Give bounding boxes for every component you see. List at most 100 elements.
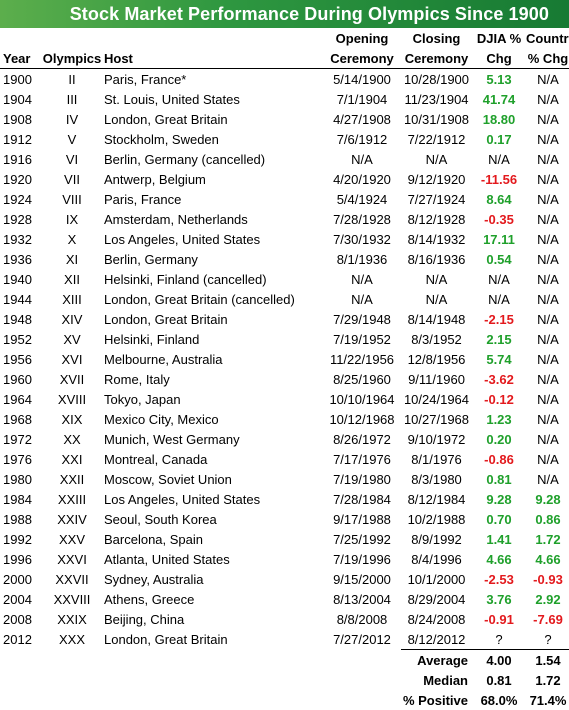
summary-label: Median [401, 670, 472, 690]
cell-olympics: XIV [41, 309, 103, 329]
cell-country-change: N/A [526, 389, 569, 409]
header-opening-top: Opening [323, 28, 401, 48]
cell-opening: N/A [323, 269, 401, 289]
cell-olympics: XXI [41, 449, 103, 469]
summary-djia: 0.81 [472, 670, 526, 690]
cell-host: Los Angeles, United States [103, 489, 323, 509]
cell-opening: 8/1/1936 [323, 249, 401, 269]
cell-olympics: XVII [41, 369, 103, 389]
cell-olympics: XIX [41, 409, 103, 429]
cell-djia-change: -0.12 [472, 389, 526, 409]
cell-year: 1908 [0, 109, 41, 129]
cell-olympics: XIII [41, 289, 103, 309]
cell-country-change: N/A [526, 369, 569, 389]
table-title: Stock Market Performance During Olympics… [0, 0, 569, 28]
cell-closing: 10/1/2000 [401, 569, 472, 589]
cell-country-change: N/A [526, 449, 569, 469]
cell-opening: 10/10/1964 [323, 389, 401, 409]
cell-closing: 9/12/1920 [401, 169, 472, 189]
cell-year: 1928 [0, 209, 41, 229]
cell-opening: 4/27/1908 [323, 109, 401, 129]
cell-olympics: XXVIII [41, 589, 103, 609]
cell-olympics: X [41, 229, 103, 249]
cell-closing: 8/24/2008 [401, 609, 472, 629]
cell-closing: 10/2/1988 [401, 509, 472, 529]
cell-year: 1920 [0, 169, 41, 189]
cell-year: 1900 [0, 69, 41, 90]
cell-host: Seoul, South Korea [103, 509, 323, 529]
cell-year: 1924 [0, 189, 41, 209]
header-year: Year [0, 48, 41, 69]
cell-opening: 8/8/2008 [323, 609, 401, 629]
cell-djia-change: 9.28 [472, 489, 526, 509]
header-olympics-top [41, 28, 103, 48]
cell-host: Melbourne, Australia [103, 349, 323, 369]
cell-year: 2008 [0, 609, 41, 629]
cell-olympics: XI [41, 249, 103, 269]
cell-host: Beijing, China [103, 609, 323, 629]
cell-country-change: N/A [526, 189, 569, 209]
cell-djia-change: ? [472, 629, 526, 650]
cell-opening: 4/20/1920 [323, 169, 401, 189]
cell-country-change: 9.28 [526, 489, 569, 509]
header-row-2: Year Olympics Host Ceremony Ceremony Chg… [0, 48, 569, 69]
cell-country-change: 1.72 [526, 529, 569, 549]
cell-opening: N/A [323, 149, 401, 169]
summary-country: 1.72 [526, 670, 569, 690]
cell-year: 1964 [0, 389, 41, 409]
cell-year: 1912 [0, 129, 41, 149]
summary-spacer [0, 650, 401, 671]
cell-closing: 8/16/1936 [401, 249, 472, 269]
cell-host: Berlin, Germany [103, 249, 323, 269]
cell-olympics: XXIV [41, 509, 103, 529]
summary-label: Average [401, 650, 472, 671]
cell-closing: 8/4/1996 [401, 549, 472, 569]
cell-country-change: 2.92 [526, 589, 569, 609]
cell-djia-change: 18.80 [472, 109, 526, 129]
cell-closing: 8/12/2012 [401, 629, 472, 650]
olympics-performance-table: Opening Closing DJIA % Country Year Olym… [0, 28, 569, 710]
cell-djia-change: N/A [472, 149, 526, 169]
cell-host: Mexico City, Mexico [103, 409, 323, 429]
cell-host: Paris, France [103, 189, 323, 209]
cell-year: 1972 [0, 429, 41, 449]
cell-djia-change: 3.76 [472, 589, 526, 609]
cell-djia-change: 0.70 [472, 509, 526, 529]
cell-djia-change: 0.81 [472, 469, 526, 489]
cell-closing: 9/11/1960 [401, 369, 472, 389]
cell-closing: 12/8/1956 [401, 349, 472, 369]
cell-olympics: XXII [41, 469, 103, 489]
cell-olympics: XXVI [41, 549, 103, 569]
cell-host: London, Great Britain [103, 309, 323, 329]
cell-host: Sydney, Australia [103, 569, 323, 589]
cell-djia-change: -0.86 [472, 449, 526, 469]
cell-country-change: N/A [526, 109, 569, 129]
cell-host: Atlanta, United States [103, 549, 323, 569]
cell-host: Amsterdam, Netherlands [103, 209, 323, 229]
cell-closing: 8/3/1980 [401, 469, 472, 489]
cell-olympics: II [41, 69, 103, 90]
cell-opening: 7/19/1980 [323, 469, 401, 489]
cell-country-change: N/A [526, 349, 569, 369]
cell-olympics: VI [41, 149, 103, 169]
cell-olympics: IV [41, 109, 103, 129]
cell-opening: 7/1/1904 [323, 89, 401, 109]
cell-djia-change: -11.56 [472, 169, 526, 189]
cell-year: 2004 [0, 589, 41, 609]
cell-closing: 11/23/1904 [401, 89, 472, 109]
cell-olympics: XX [41, 429, 103, 449]
cell-opening: 7/30/1932 [323, 229, 401, 249]
cell-year: 1944 [0, 289, 41, 309]
cell-opening: 10/12/1968 [323, 409, 401, 429]
